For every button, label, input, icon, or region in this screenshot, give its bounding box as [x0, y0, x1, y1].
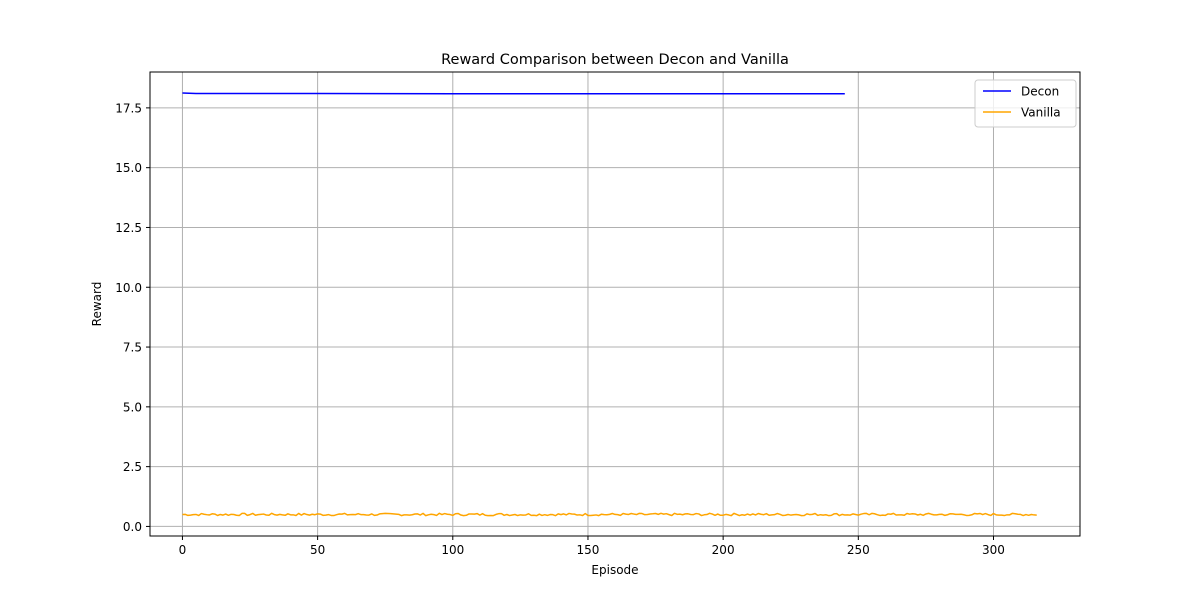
- x-tick-label: 0: [179, 543, 187, 557]
- y-axis-label: Reward: [90, 282, 104, 327]
- legend: Decon Vanilla: [974, 79, 1077, 128]
- x-tick-label: 250: [847, 543, 870, 557]
- y-tick-label: 0.0: [123, 520, 142, 534]
- y-tick-label: 17.5: [115, 101, 142, 115]
- x-tick-label: 100: [441, 543, 464, 557]
- x-tick-label: 200: [712, 543, 735, 557]
- series-lines: [182, 92, 1037, 517]
- y-tick-label: 10.0: [115, 281, 142, 295]
- y-tick-label: 15.0: [115, 161, 142, 175]
- legend-label-decon: Decon: [1021, 85, 1059, 99]
- axis-ticks: 0 50 100 150 200 250 300 0.0 2.5 5.0 7.5 10.0 12.5 15…: [115, 101, 1005, 557]
- x-tick-label: 150: [577, 543, 600, 557]
- x-tick-label: 300: [982, 543, 1005, 557]
- series-line-decon: [182, 92, 845, 95]
- x-tick-label: 50: [310, 543, 325, 557]
- plot-frame: [149, 71, 1081, 537]
- y-tick-label: 5.0: [123, 400, 142, 414]
- grid-lines: [150, 72, 1080, 536]
- chart-title: Reward Comparison between Decon and Vani…: [441, 52, 789, 68]
- series-line-vanilla: [182, 512, 1037, 517]
- y-tick-label: 2.5: [123, 460, 142, 474]
- y-tick-label: 12.5: [115, 221, 142, 235]
- y-tick-label: 7.5: [123, 341, 142, 355]
- x-axis-label: Episode: [591, 563, 638, 577]
- legend-label-vanilla: Vanilla: [1021, 106, 1061, 120]
